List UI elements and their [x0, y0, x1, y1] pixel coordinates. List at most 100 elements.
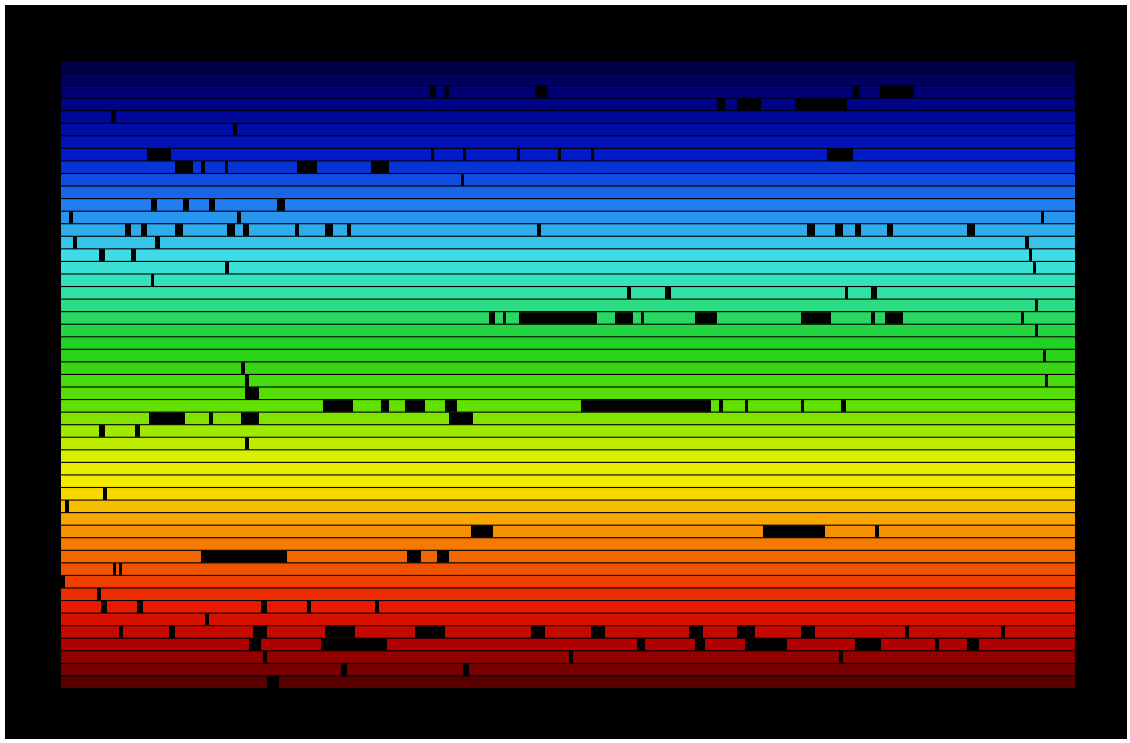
absorption-line: [325, 626, 355, 638]
absorption-line: [871, 312, 875, 324]
absorption-line: [489, 312, 495, 324]
absorption-line: [241, 412, 259, 425]
absorption-line: [69, 211, 73, 224]
absorption-line: [101, 601, 107, 613]
absorption-line: [855, 638, 881, 651]
absorption-line: [119, 563, 122, 575]
spectrum-band: [61, 563, 1075, 575]
absorption-line: [119, 626, 123, 638]
absorption-line: [277, 199, 285, 211]
absorption-line: [841, 400, 846, 412]
spectrum-band: [61, 525, 1075, 538]
absorption-line: [233, 123, 237, 136]
spectrum-band: [61, 349, 1075, 362]
spectrum-bands: [61, 61, 1075, 688]
spectrum-band: [61, 513, 1075, 525]
absorption-line: [905, 626, 909, 638]
absorption-line: [183, 199, 189, 211]
absorption-line: [463, 148, 466, 161]
spectrum-band: [61, 475, 1075, 487]
spectrum-band: [61, 362, 1075, 374]
absorption-line: [719, 400, 723, 412]
absorption-line: [967, 224, 975, 236]
absorption-line: [99, 425, 105, 437]
spectrum-band: [61, 538, 1075, 550]
absorption-line: [1021, 312, 1024, 324]
absorption-line: [155, 236, 160, 249]
absorption-line: [745, 400, 748, 412]
spectrum-band: [61, 337, 1075, 349]
spectrum-band: [61, 236, 1075, 249]
absorption-line: [151, 199, 157, 211]
absorption-line: [853, 86, 859, 98]
absorption-line: [99, 249, 105, 261]
absorption-line: [341, 663, 347, 676]
absorption-line: [875, 525, 879, 538]
absorption-line: [445, 400, 457, 412]
absorption-line: [801, 312, 831, 324]
absorption-line: [1029, 249, 1032, 261]
absorption-line: [415, 626, 445, 638]
absorption-line: [347, 224, 351, 236]
absorption-line: [151, 274, 154, 286]
spectrum-band: [61, 111, 1075, 123]
spectrum-band: [61, 61, 1075, 73]
absorption-line: [880, 86, 914, 98]
absorption-line: [535, 86, 547, 98]
spectrum-band: [61, 148, 1075, 161]
absorption-line: [519, 312, 597, 324]
spectrum-band: [61, 261, 1075, 274]
absorption-line: [839, 651, 843, 663]
spectrum-band: [61, 73, 1075, 86]
spectrum-band: [61, 186, 1075, 199]
absorption-line: [243, 224, 249, 236]
spectrum-band: [61, 174, 1075, 186]
absorption-line: [665, 287, 671, 299]
absorption-line: [225, 261, 229, 274]
absorption-line: [307, 601, 311, 613]
absorption-line: [1033, 261, 1036, 274]
absorption-line: [695, 312, 717, 324]
absorption-line: [591, 626, 605, 638]
absorption-line: [1041, 211, 1044, 224]
absorption-line: [1025, 236, 1029, 249]
absorption-line: [323, 400, 353, 412]
spectrum-band: [61, 500, 1075, 513]
absorption-line: [97, 588, 101, 600]
spectrum-band: [61, 588, 1075, 600]
absorption-line: [737, 626, 755, 638]
absorption-line: [73, 236, 77, 249]
spectrum-band: [61, 663, 1075, 676]
absorption-line: [325, 224, 333, 236]
absorption-line: [641, 312, 644, 324]
absorption-lines: [61, 86, 1048, 688]
absorption-line: [321, 638, 387, 651]
spectrum-band: [61, 324, 1075, 337]
spectrum-band: [61, 613, 1075, 626]
absorption-line: [381, 400, 389, 412]
absorption-line: [141, 224, 147, 236]
absorption-line: [795, 98, 847, 111]
spectrum-band: [61, 425, 1075, 437]
absorption-line: [227, 224, 235, 236]
absorption-line: [237, 211, 241, 224]
absorption-line: [763, 525, 825, 538]
absorption-line: [581, 400, 711, 412]
absorption-line: [615, 312, 633, 324]
absorption-line: [205, 613, 209, 626]
absorption-line: [967, 638, 979, 651]
absorption-line: [263, 651, 267, 663]
absorption-line: [801, 400, 804, 412]
spectrum-band: [61, 375, 1075, 387]
absorption-line: [245, 375, 249, 387]
spectrum-band: [61, 387, 1075, 400]
absorption-line: [1043, 349, 1046, 362]
absorption-line: [935, 638, 939, 651]
absorption-line: [717, 98, 725, 111]
absorption-line: [537, 224, 541, 236]
absorption-line: [1035, 299, 1038, 312]
absorption-line: [113, 563, 116, 575]
absorption-line: [407, 550, 421, 563]
absorption-line: [147, 148, 171, 161]
absorption-line: [835, 224, 843, 236]
